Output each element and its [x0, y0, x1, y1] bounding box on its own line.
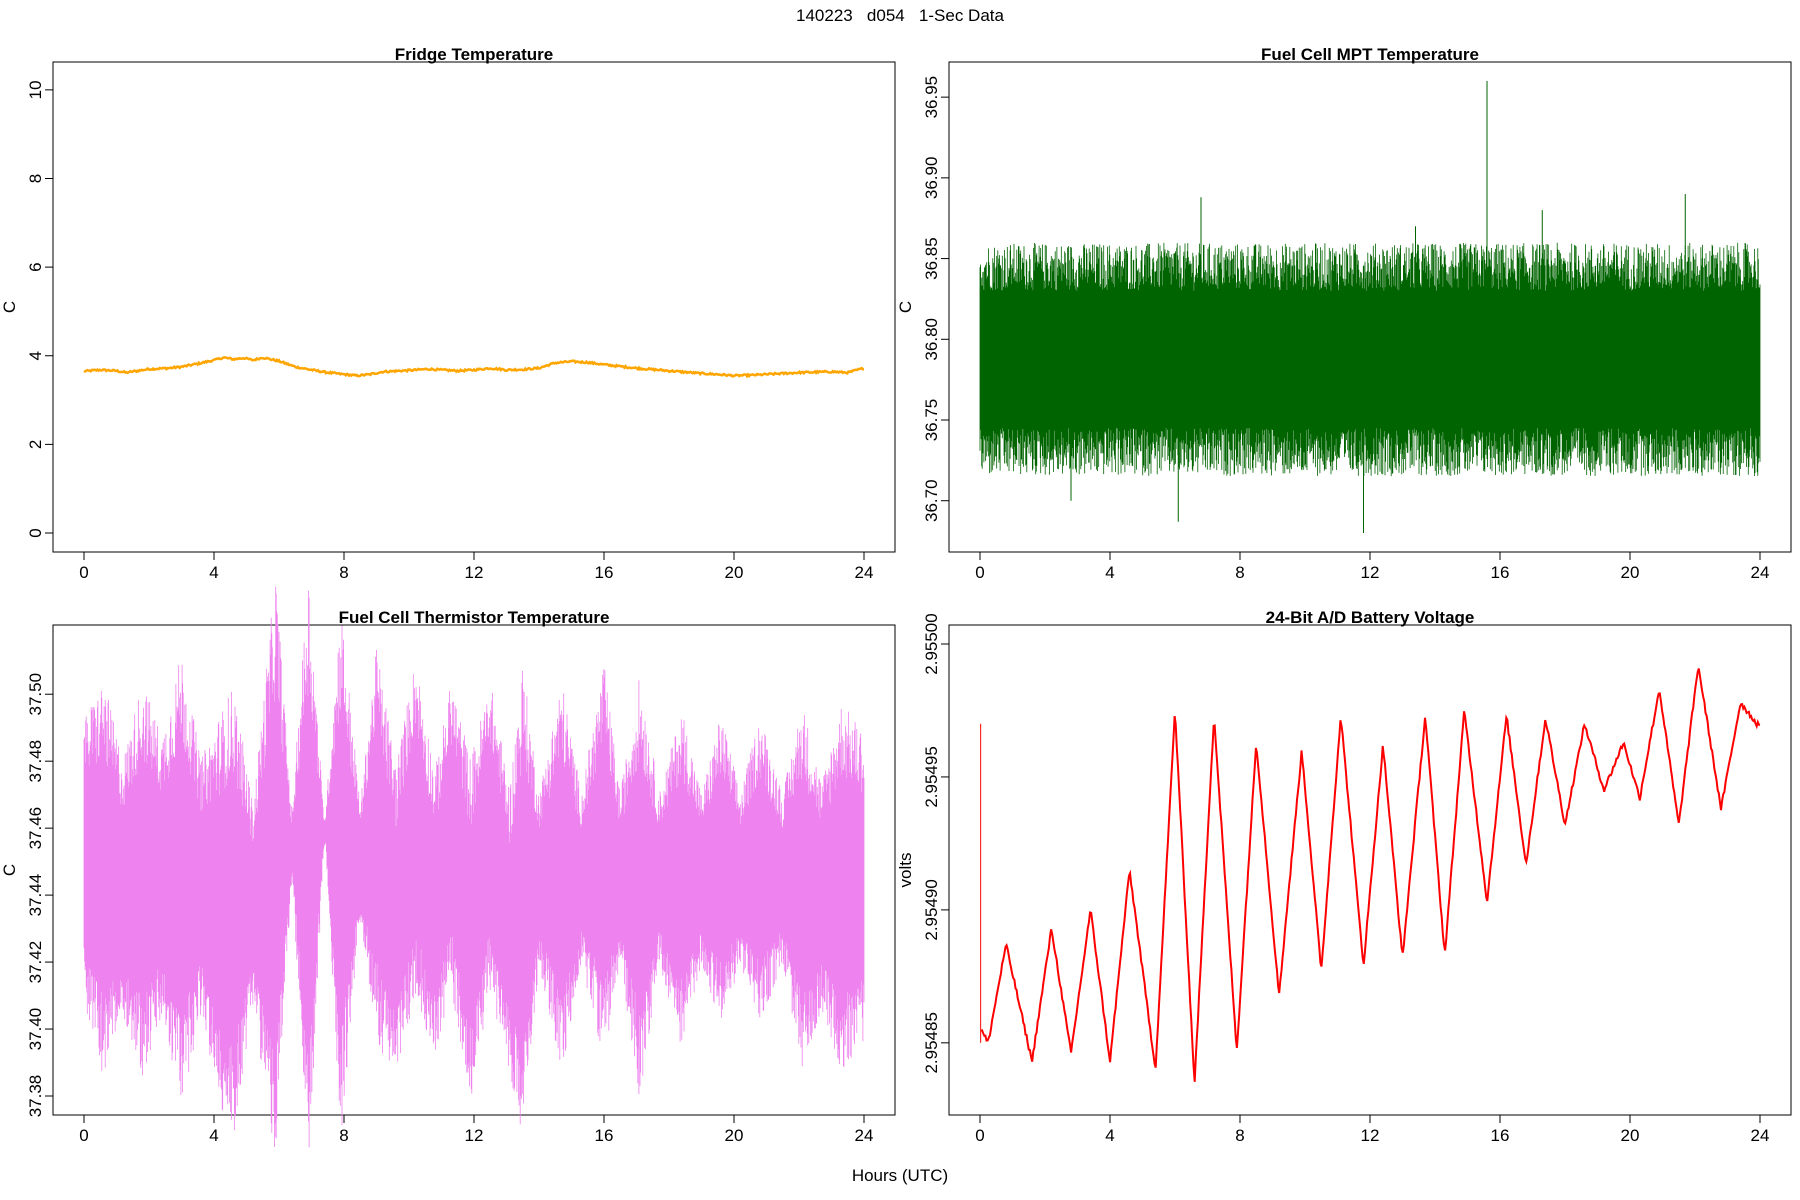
chart-panel-4: 24-Bit A/D Battery Voltage volts 0 4 8 12 16 20… [896, 608, 1792, 1145]
y-tick-label: 36.95 [922, 76, 941, 119]
x-tick-label: 0 [975, 563, 984, 582]
y-tick-label: 37.44 [26, 874, 45, 917]
x-tick-label: 16 [595, 563, 614, 582]
y-tick-label: 10 [26, 80, 45, 99]
y-tick-label: 37.40 [26, 1008, 45, 1051]
x-tick-label: 16 [1491, 563, 1510, 582]
chart-title: Fridge Temperature [395, 45, 553, 64]
x-tick-label: 20 [725, 1126, 744, 1145]
x-tick-label: 4 [1105, 563, 1114, 582]
y-tick-label: 2.95495 [922, 746, 941, 807]
x-tick-label: 24 [855, 1126, 874, 1145]
y-tick-label: 2.95485 [922, 1012, 941, 1073]
x-tick-label: 12 [1361, 563, 1380, 582]
x-tick-label: 24 [1751, 563, 1770, 582]
x-tick-label: 24 [1751, 1126, 1770, 1145]
chart-title: Fuel Cell Thermistor Temperature [339, 608, 610, 627]
y-tick-label: 2.95490 [922, 879, 941, 940]
x-tick-label: 0 [975, 1126, 984, 1145]
figure-title: 140223 d054 1-Sec Data [0, 6, 1800, 26]
y-tick-label: 36.70 [922, 479, 941, 522]
y-tick-label: 36.80 [922, 318, 941, 361]
x-tick-label: 4 [209, 1126, 218, 1145]
x-tick-label: 20 [725, 563, 744, 582]
x-tick-label: 16 [1491, 1126, 1510, 1145]
y-tick-label: 36.85 [922, 237, 941, 280]
x-tick-label: 12 [465, 1126, 484, 1145]
x-tick-label: 4 [1105, 1126, 1114, 1145]
x-tick-label: 8 [339, 1126, 348, 1145]
chart-panel-3: Fuel Cell Thermistor Temperature C 0 4 8 12 16… [0, 586, 896, 1148]
figure-title-day: d054 [866, 6, 905, 25]
x-tick-label: 24 [855, 563, 874, 582]
x-tick-label: 8 [339, 563, 348, 582]
figure-title-id: 140223 [796, 6, 853, 25]
x-axis-label: Hours (UTC) [851, 1166, 949, 1185]
x-tick-label: 20 [1621, 1126, 1640, 1145]
x-tick-label: 0 [79, 563, 88, 582]
x-tick-label: 16 [595, 1126, 614, 1145]
y-tick-label: 37.48 [26, 740, 45, 783]
y-axis-label: C [0, 864, 19, 876]
y-tick-label: 36.75 [922, 399, 941, 442]
y-tick-label: 4 [26, 351, 45, 360]
y-axis-label: C [896, 301, 915, 313]
y-tick-label: 0 [26, 528, 45, 537]
x-tick-label: 12 [1361, 1126, 1380, 1145]
y-tick-label: 37.38 [26, 1075, 45, 1118]
x-tick-label: 12 [465, 563, 484, 582]
y-axis-label: C [0, 301, 19, 313]
plot-frame [52, 61, 896, 553]
series-line [980, 668, 1761, 1082]
y-tick-label: 37.42 [26, 941, 45, 984]
x-tick-label: 8 [1235, 1126, 1244, 1145]
y-axis-label: volts [896, 853, 915, 888]
x-tick-label: 20 [1621, 563, 1640, 582]
series-band-core [84, 750, 864, 1005]
x-tick-label: 4 [209, 563, 218, 582]
y-tick-label: 36.90 [922, 157, 941, 200]
chart-title: Fuel Cell MPT Temperature [1261, 45, 1479, 64]
chart-title: 24-Bit A/D Battery Voltage [1266, 608, 1475, 627]
y-tick-label: 8 [26, 174, 45, 183]
chart-panel-2: Fuel Cell MPT Temperature C 0 4 8 12 16 20 24 36.… [896, 45, 1792, 582]
y-tick-label: 2 [26, 440, 45, 449]
y-tick-label: 37.46 [26, 807, 45, 850]
figure-title-desc: 1-Sec Data [918, 6, 1004, 25]
series-line [83, 356, 865, 379]
x-tick-label: 8 [1235, 563, 1244, 582]
y-tick-label: 6 [26, 262, 45, 271]
x-tick-label: 0 [79, 1126, 88, 1145]
y-tick-label: 2.95500 [922, 613, 941, 674]
series-band-core [980, 311, 1760, 408]
plot-frame [948, 624, 1792, 1116]
y-tick-label: 37.50 [26, 673, 45, 716]
